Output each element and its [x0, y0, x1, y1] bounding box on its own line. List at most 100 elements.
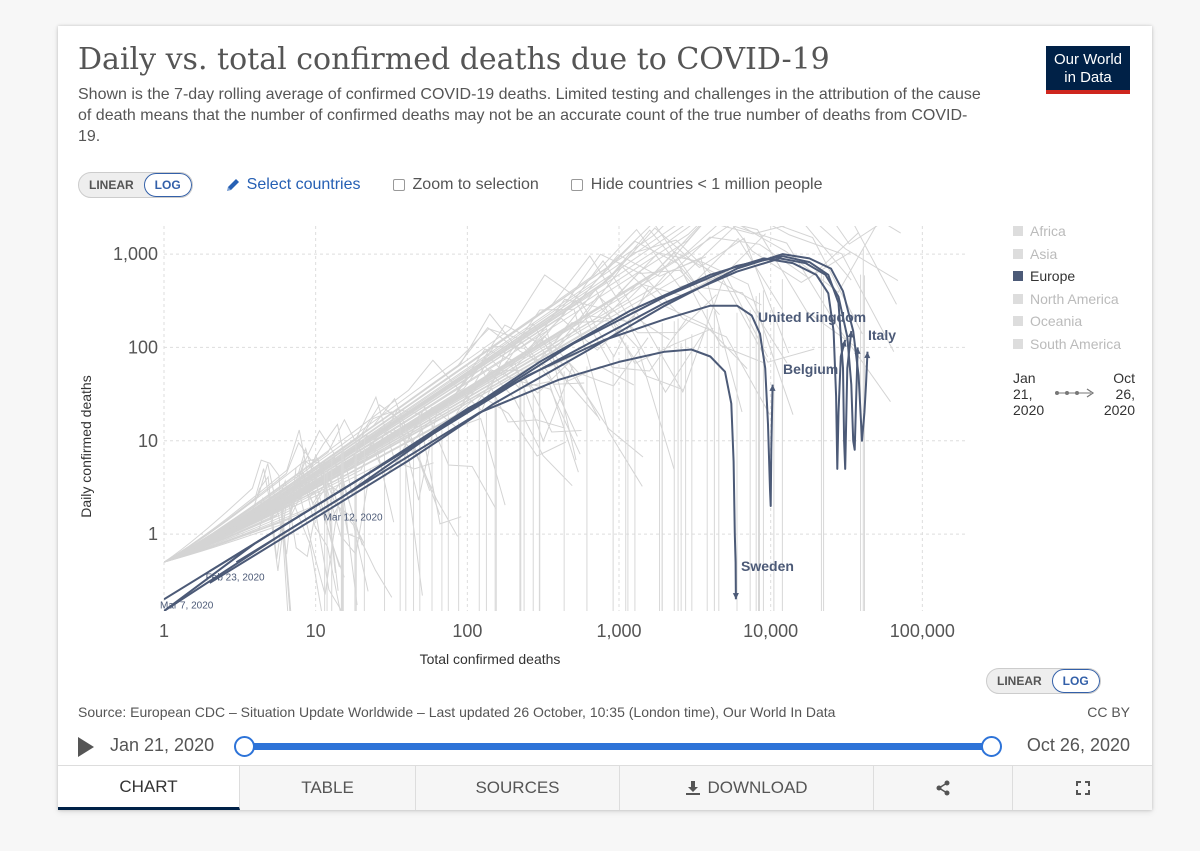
y-axis-label: Daily confirmed deaths — [78, 375, 94, 517]
time-start-line: 21, — [1013, 386, 1033, 402]
tab-sources[interactable]: SOURCES — [416, 766, 620, 810]
legend-label: South America — [1030, 335, 1122, 352]
background-country-line — [164, 495, 338, 595]
tab-chart[interactable]: CHART — [58, 766, 240, 810]
continent-legend: Africa Asia Europe North America Oceania Sout… — [1013, 220, 1121, 355]
log-option[interactable]: LOG — [1051, 669, 1100, 693]
legend-swatch — [1013, 293, 1023, 304]
chart-annotation: Sweden — [741, 558, 794, 574]
highlight-lines — [164, 253, 871, 611]
y-tick-label: 100 — [128, 337, 158, 357]
series-arrowhead — [854, 347, 861, 354]
series-line — [235, 304, 774, 564]
play-icon[interactable] — [78, 737, 94, 757]
license-link[interactable]: CC BY — [1087, 704, 1130, 720]
timeline-start-handle[interactable] — [234, 736, 255, 757]
linear-option[interactable]: LINEAR — [997, 674, 1042, 688]
legend-swatch — [1013, 316, 1023, 327]
tab-label: SOURCES — [475, 778, 560, 797]
y-tick-label: 1 — [148, 524, 158, 544]
download-icon — [686, 781, 701, 795]
background-country-line — [164, 486, 322, 611]
chart-annotation: United Kingdom — [758, 309, 866, 325]
background-country-line — [164, 404, 439, 563]
legend-swatch — [1013, 338, 1023, 349]
logo-line-1: Our World — [1053, 51, 1123, 68]
checkbox-box[interactable] — [392, 179, 405, 191]
time-end-line: Oct — [1113, 370, 1135, 386]
scatter-line-chart[interactable]: 1 10 100 1,000 10,000 100,000 1 10 100 1,000 Total… — [58, 26, 1152, 686]
legend-item[interactable]: Oceania — [1013, 310, 1121, 333]
chart-annotation: Mar 12, 2020 — [324, 512, 383, 523]
series-line — [164, 255, 853, 601]
legend-label: Europe — [1030, 268, 1076, 285]
tab-fullscreen[interactable] — [1013, 766, 1152, 810]
x-tick-label: 1,000 — [596, 621, 641, 641]
legend-swatch — [1013, 226, 1023, 237]
series-arrowhead — [847, 330, 854, 338]
owid-logo[interactable]: Our World in Data — [1046, 46, 1130, 94]
tab-label: TABLE — [301, 778, 354, 797]
tab-share[interactable] — [874, 766, 1013, 810]
x-scale-toggle[interactable]: LINEAR LOG — [986, 668, 1101, 694]
series-line — [164, 257, 859, 611]
series-arrowhead — [732, 593, 739, 600]
hide-small-countries-checkbox[interactable]: Hide countries < 1 million people — [570, 176, 823, 194]
background-country-line — [164, 252, 794, 563]
background-country-line — [164, 226, 878, 563]
time-end-line: 26, — [1115, 386, 1135, 402]
background-country-line — [164, 226, 891, 563]
chart-annotation: Belgium — [783, 361, 838, 377]
timeline-track[interactable] — [234, 736, 1002, 757]
time-end-line: 2020 — [1103, 402, 1135, 418]
legend-label: North America — [1030, 290, 1119, 307]
x-tick-label: 1 — [159, 621, 169, 641]
log-option[interactable]: LOG — [143, 173, 192, 197]
chart-annotation: Italy — [868, 327, 896, 343]
time-legend-start: Jan 21, 2020 — [1013, 370, 1053, 418]
tab-download[interactable]: DOWNLOAD — [620, 766, 874, 810]
x-axis-label: Total confirmed deaths — [420, 651, 561, 667]
select-countries-label: Select countries — [246, 176, 361, 193]
chart-annotation: Mar 7, 2020 — [160, 600, 214, 611]
source-note: Source: European CDC – Situation Update … — [78, 704, 836, 720]
background-country-line — [164, 492, 298, 571]
zoom-to-selection-checkbox[interactable]: Zoom to selection — [392, 176, 539, 194]
tab-bar: CHART TABLE SOURCES DOWNLOAD — [58, 765, 1152, 810]
time-legend-end: Oct 26, 2020 — [1097, 370, 1135, 418]
legend-item[interactable]: Africa — [1013, 220, 1121, 243]
series-line — [209, 257, 847, 573]
legend-item[interactable]: Asia — [1013, 243, 1121, 266]
series-arrowhead — [769, 384, 776, 391]
series-line — [209, 253, 869, 584]
background-country-line — [164, 418, 395, 563]
x-tick-label: 10 — [306, 621, 326, 641]
tab-table[interactable]: TABLE — [240, 766, 416, 810]
timeline-slider: Jan 21, 2020 Oct 26, 2020 — [78, 731, 1132, 761]
hide-small-countries-label: Hide countries < 1 million people — [590, 176, 823, 193]
scale-toggle[interactable]: LINEAR LOG — [78, 172, 193, 198]
checkbox-box[interactable] — [570, 179, 583, 191]
legend-item[interactable]: North America — [1013, 288, 1121, 311]
select-countries-button[interactable]: Select countries — [225, 176, 361, 194]
chart-card: Daily vs. total confirmed deaths due to … — [58, 26, 1152, 810]
x-tick-label: 100,000 — [890, 621, 955, 641]
legend-item[interactable]: South America — [1013, 333, 1121, 356]
fullscreen-icon — [1075, 781, 1090, 795]
linear-option[interactable]: LINEAR — [89, 178, 134, 192]
chart-annotation: Feb 23, 2020 — [206, 572, 265, 583]
background-lines — [164, 226, 901, 611]
chart-subtitle: Shown is the 7-day rolling average of co… — [78, 86, 981, 145]
x-tick-label: 100 — [452, 621, 482, 641]
tab-label: CHART — [119, 776, 178, 796]
time-start-line: 2020 — [1013, 402, 1045, 418]
legend-swatch — [1013, 271, 1023, 282]
legend-item[interactable]: Europe — [1013, 265, 1121, 288]
background-country-line — [164, 260, 724, 563]
x-tick-label: 10,000 — [743, 621, 798, 641]
timeline-end-handle[interactable] — [981, 736, 1002, 757]
timeline-end-label: Oct 26, 2020 — [1026, 735, 1130, 755]
timeline-start-label: Jan 21, 2020 — [110, 735, 215, 755]
tab-label: DOWNLOAD — [707, 778, 808, 797]
share-icon — [936, 780, 950, 796]
